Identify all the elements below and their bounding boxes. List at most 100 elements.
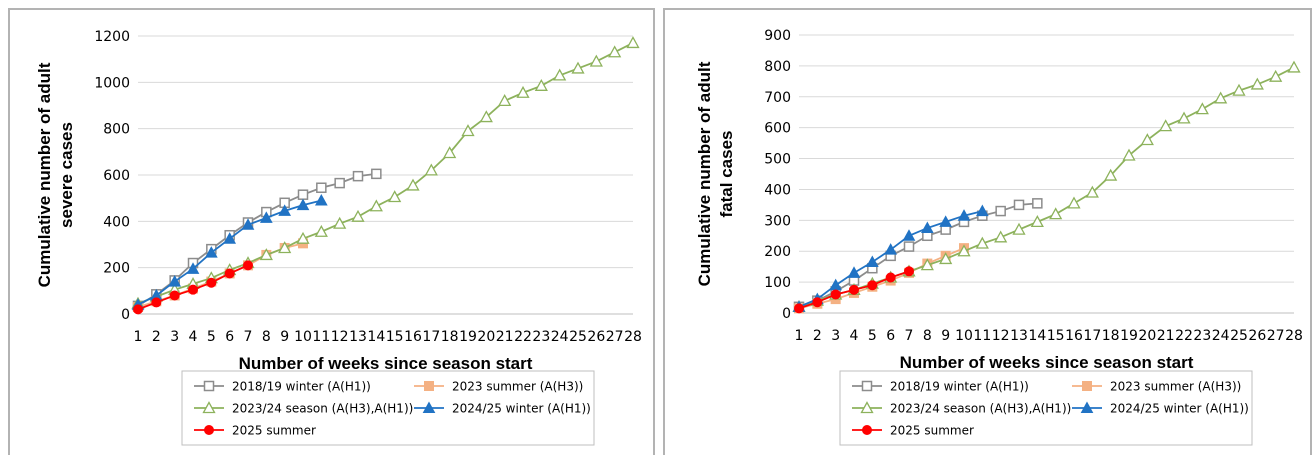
x-tick-label: 23 [1193,328,1211,344]
data-point [1195,102,1209,115]
x-tick-label: 18 [441,329,459,345]
data-point [589,54,603,67]
y-tick-label: 800 [764,59,791,75]
series-2024-25-winter-a-h1 [131,193,328,310]
data-point [994,230,1008,243]
x-tick-label: 16 [404,329,422,345]
x-tick-label: 2 [152,329,161,345]
data-point [553,68,567,81]
x-tick-label: 25 [569,329,587,345]
x-tick-label: 26 [1248,328,1266,344]
x-tick-label: 15 [1047,328,1065,344]
data-point [297,189,309,200]
data-point [498,94,512,107]
legend-marker [424,381,434,391]
data-point [534,78,548,91]
x-axis-title: Number of weeks since season start [239,354,533,373]
data-point [1287,60,1301,73]
data-point [903,241,915,252]
data-point [371,168,382,180]
x-tick-label: 27 [606,329,624,345]
y-tick-label: 100 [764,275,791,291]
y-tick-label: 700 [764,90,791,106]
data-point [1032,198,1043,209]
data-point [995,205,1006,217]
data-point [939,215,953,227]
data-point [278,241,292,254]
data-point [186,262,200,274]
data-point [885,272,896,283]
y-tick-label: 200 [103,261,130,277]
legend-item: 2023/24 season (A(H3),A(H1)) [852,401,1071,416]
legend-label: 2023 summer (A(H3)) [452,380,583,394]
x-tick-label: 13 [1010,328,1028,344]
x-tick-label: 14 [1028,328,1046,344]
y-tick-label: 600 [764,121,791,137]
data-point [1177,111,1191,124]
data-point [204,246,218,258]
legend-box [839,370,1253,446]
series-line [798,247,965,310]
data-point [169,290,180,301]
data-point [957,244,971,257]
x-tick-label: 10 [294,329,312,345]
x-tick-label: 16 [1065,328,1083,344]
legend-label: 2018/19 winter (A(H1)) [232,380,371,394]
y-axis-title-line: severe cases [57,122,76,228]
data-point [1013,199,1025,211]
gridlines [138,35,633,315]
y-tick-label: 200 [764,244,791,260]
y-tick-label: 0 [782,306,791,322]
data-point [259,248,273,261]
data-point [812,297,823,308]
series-line [137,42,634,305]
x-tick-label: 11 [312,329,330,345]
x-tick-label: 4 [189,329,198,345]
legend-item: 2018/19 winter (A(H1)) [194,380,371,394]
data-point [151,297,162,308]
legend-label: 2023 summer (A(H3)) [1110,380,1241,394]
x-tick-label: 18 [1102,328,1120,344]
series-2025-summer [133,260,253,315]
x-tick-label: 12 [331,329,349,345]
x-tick-label: 26 [587,329,605,345]
legend: 2018/19 winter (A(H1)) 2023 summer (A(H3)… [181,370,595,446]
legend-box [181,370,595,446]
data-point [314,193,328,206]
y-tick-label: 1000 [94,75,130,91]
data-point [608,45,622,58]
x-tick-label: 5 [868,328,877,344]
legend: 2018/19 winter (A(H1)) 2023 summer (A(H3)… [839,370,1253,446]
data-point [939,252,953,265]
legend-item: 2023/24 season (A(H3),A(H1)) [194,401,413,416]
legend-label: 2023/24 season (A(H3),A(H1)) [890,402,1071,416]
x-tick-label: 7 [905,328,914,344]
data-point [443,146,457,159]
data-point [188,284,198,295]
data-point [1012,222,1026,235]
data-point [975,236,989,249]
data-point [516,85,530,98]
x-tick-label: 11 [973,328,991,344]
x-tick-label: 1 [795,328,804,344]
legend-item: 2018/19 winter (A(H1)) [852,380,1029,394]
legend-label: 2025 summer [890,424,974,438]
legend-item: 2025 summer [852,424,974,438]
y-axis-title-line: Cumulative number of adult [695,61,714,286]
legend-marker [861,380,873,392]
x-axis-title: Number of weeks since season start [900,353,1194,372]
series-2025-summer [794,266,914,314]
x-tick-label: 3 [170,329,179,345]
x-tick-label: 19 [1120,328,1138,344]
x-tick-label: 28 [1285,328,1303,344]
data-point [168,275,182,287]
data-point [1030,215,1044,228]
legend-marker [203,380,215,392]
legend-label: 2024/25 winter (A(H1)) [452,402,591,416]
x-tick-label: 14 [367,329,385,345]
y-tick-label: 600 [103,168,130,184]
y-axis-title-line: Cumulative number of adult [35,62,54,287]
x-tick-label: 17 [422,329,440,345]
y-axis-title: Cumulative number of adult severe cases [35,62,76,287]
